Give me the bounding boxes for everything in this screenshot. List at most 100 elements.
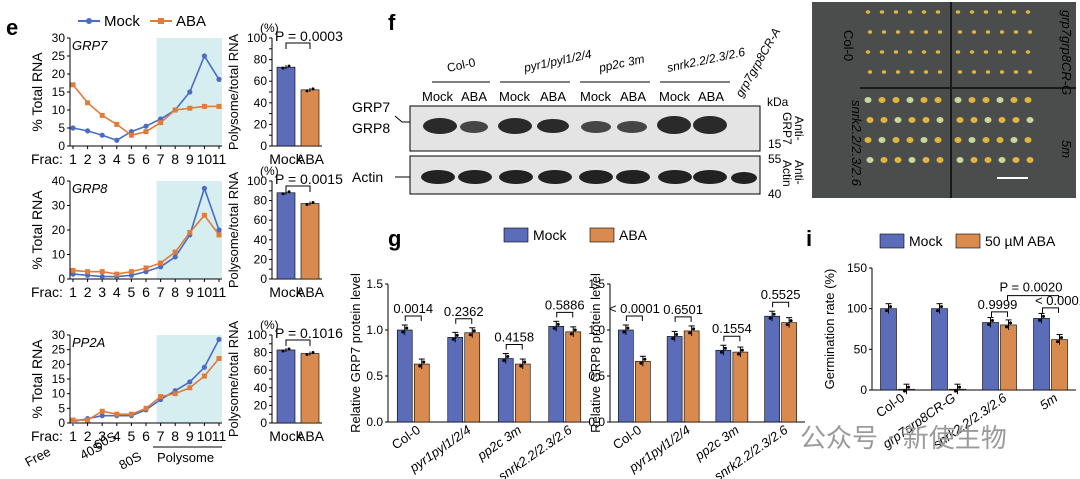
blot-kda: kDa: [767, 95, 789, 109]
bar-dot: [305, 352, 309, 356]
bar-y-tick-label: 40: [254, 96, 268, 110]
x-tick-label: 11: [212, 151, 227, 167]
x-tick-label: 8: [171, 428, 179, 444]
anti-grp7-line2: GRP7: [780, 112, 794, 145]
bar-dot: [287, 190, 291, 194]
bar-y-axis-label: Polysome/total RNA: [226, 172, 241, 289]
seed: [879, 10, 885, 14]
x-tick-label: 3: [98, 151, 106, 167]
seed: [1027, 30, 1033, 34]
y-tick-label: 20: [52, 223, 66, 237]
pvalue-bracket: [285, 339, 311, 346]
y-tick-label: 5: [58, 401, 65, 415]
x-tick-label: 11: [212, 428, 227, 444]
bar-y-tick-label: 0: [260, 139, 267, 153]
aba-point: [172, 391, 178, 397]
data-dot: [519, 364, 523, 368]
data-dot: [523, 360, 527, 364]
x-tick-label: 6: [142, 151, 150, 167]
bar-y-tick-label: 0: [260, 416, 267, 430]
blot-band-2: [460, 121, 488, 133]
photo-grp-label: grp7grp8CR-G: [1059, 10, 1074, 95]
category-label: Col-0: [389, 422, 423, 452]
seed: [1026, 117, 1034, 123]
seed: [895, 70, 901, 74]
actin-band-6: [616, 170, 650, 184]
bar-unit: (%): [260, 164, 279, 178]
bar-y-tick-label: 60: [254, 363, 268, 377]
pvalue-bracket: [556, 311, 574, 318]
seed: [970, 157, 978, 163]
y-tick-label: 0: [58, 272, 65, 286]
y-tick-label: 20: [52, 357, 66, 371]
seed: [865, 10, 871, 14]
pvalue-bracket: [991, 311, 1008, 317]
x-tick-label: 4: [113, 428, 121, 444]
seed: [865, 50, 871, 54]
seed: [920, 137, 928, 143]
blot-treat-8: ABA: [698, 89, 724, 104]
actin-band-5: [579, 170, 613, 184]
actin-band-4: [538, 170, 572, 184]
bar-dot: [311, 87, 315, 91]
data-dot: [940, 305, 943, 309]
pvalue-bracket: [285, 42, 311, 49]
frac-label: Frac:: [31, 151, 63, 167]
x-tick-label: 2: [84, 151, 92, 167]
data-dot: [789, 319, 793, 323]
data-dot: [936, 309, 939, 313]
bar-mock: [548, 326, 565, 423]
x-tick-label: 6: [142, 284, 150, 300]
bar-mock: [618, 329, 634, 423]
seed: [954, 97, 962, 103]
seed: [971, 30, 977, 34]
seed: [893, 10, 899, 14]
bar-aba: [732, 351, 749, 423]
y-tick-label: 50: [854, 342, 868, 356]
seed: [907, 50, 913, 54]
legend-i-mock-swatch: [879, 233, 905, 249]
y-tick-label: 100: [847, 302, 867, 316]
marker-40: 40: [768, 187, 782, 201]
seed: [923, 70, 929, 74]
data-dot: [451, 337, 455, 341]
y-axis-label: % Total RNA: [29, 339, 45, 419]
80s-label: 80S: [116, 448, 144, 472]
seed: [969, 10, 975, 14]
data-dot: [1060, 336, 1063, 340]
seed: [937, 70, 943, 74]
data-dot: [401, 330, 405, 334]
aba-point: [128, 132, 134, 138]
seed: [982, 137, 990, 143]
bar-y-tick-label: 100: [247, 174, 267, 188]
seed: [908, 157, 916, 163]
free-label: Free: [22, 444, 53, 470]
blot-treat-1: Mock: [422, 89, 454, 104]
seed: [1026, 157, 1034, 163]
bar-aba: [300, 203, 320, 280]
anti-grp7-line1: Anti-: [792, 116, 806, 141]
y-tick-label: 20: [52, 67, 66, 81]
y-tick-label: 0.0: [366, 415, 383, 429]
y-axis-label: % Total RNA: [29, 52, 45, 132]
y-tick-label: 30: [52, 328, 66, 342]
x-tick-label: 11: [212, 284, 227, 300]
fraction-annotation: Free 40S 60S 80S Polysome: [22, 428, 222, 473]
data-dot: [958, 385, 961, 389]
data-dot: [455, 333, 459, 337]
bar-mock: [1033, 318, 1050, 391]
seed: [985, 70, 991, 74]
data-dot: [768, 316, 772, 320]
bar-aba: [413, 363, 430, 423]
mock-point: [216, 336, 222, 342]
seed: [892, 137, 900, 143]
seed: [1012, 117, 1020, 123]
bar-mock: [764, 315, 780, 423]
seed: [957, 30, 963, 34]
bar-dot: [311, 201, 315, 205]
actin-band-9: [731, 172, 757, 184]
bar-y-tick-label: 20: [254, 252, 268, 266]
seed: [954, 137, 962, 143]
legend-g-mock-label: Mock: [533, 227, 567, 243]
